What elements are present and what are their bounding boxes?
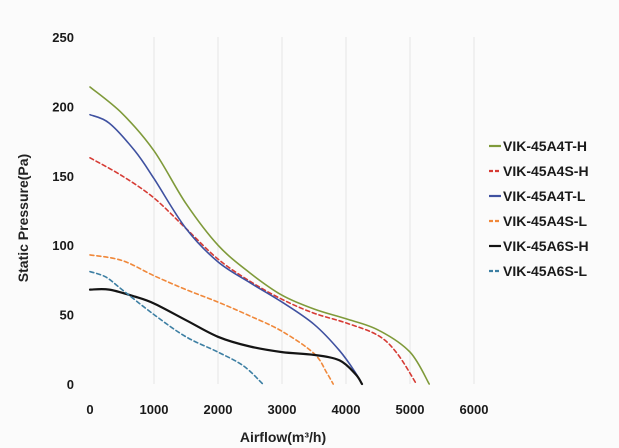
x-tick-label: 2000 [204,402,233,417]
series-line-vik-45a4s-h [89,157,418,385]
y-tick-label: 150 [52,169,74,184]
x-axis-title: Airflow(m³/h) [240,429,326,445]
x-tick-label: 5000 [396,402,425,417]
series-line-vik-45a6s-l [89,270,264,385]
legend-label-vik-45a4t-l: VIK-45A4T-L [503,188,586,204]
x-tick-label: 1000 [140,402,169,417]
series-lines [88,86,430,386]
y-tick-label: 250 [52,30,74,45]
legend-label-vik-45a4s-h: VIK-45A4S-H [503,163,589,179]
x-tick-label: 4000 [332,402,361,417]
series-line-vik-45a4t-h [89,86,430,385]
y-tick-label: 50 [60,308,74,323]
x-tick-label: 6000 [460,402,489,417]
y-tick-label: 200 [52,99,74,114]
grid-lines [153,37,475,384]
legend-label-vik-45a6s-h: VIK-45A6S-H [503,238,589,254]
series-line-vik-45a4s-l [89,254,334,385]
y-tick-label: 0 [67,377,74,392]
y-axis-title: Static Pressure(Pa) [15,154,31,282]
legend-label-vik-45a4s-l: VIK-45A4S-L [503,213,587,229]
y-tick-label: 100 [52,238,74,253]
legend-label-vik-45a6s-l: VIK-45A6S-L [503,263,587,279]
x-tick-label: 0 [86,402,93,417]
series-line-vik-45a4t-l [89,113,363,385]
legend: VIK-45A4T-H VIK-45A4S-H VIK-45A4T-L VIK-45A… [489,138,589,279]
x-tick-labels: 0 1000 2000 3000 4000 5000 6000 [86,402,488,417]
x-tick-label: 3000 [268,402,297,417]
legend-label-vik-45a4t-h: VIK-45A4T-H [503,138,587,154]
series-line-vik-45a6s-h [88,288,364,386]
y-tick-labels: 0 50 100 150 200 250 [52,30,74,392]
